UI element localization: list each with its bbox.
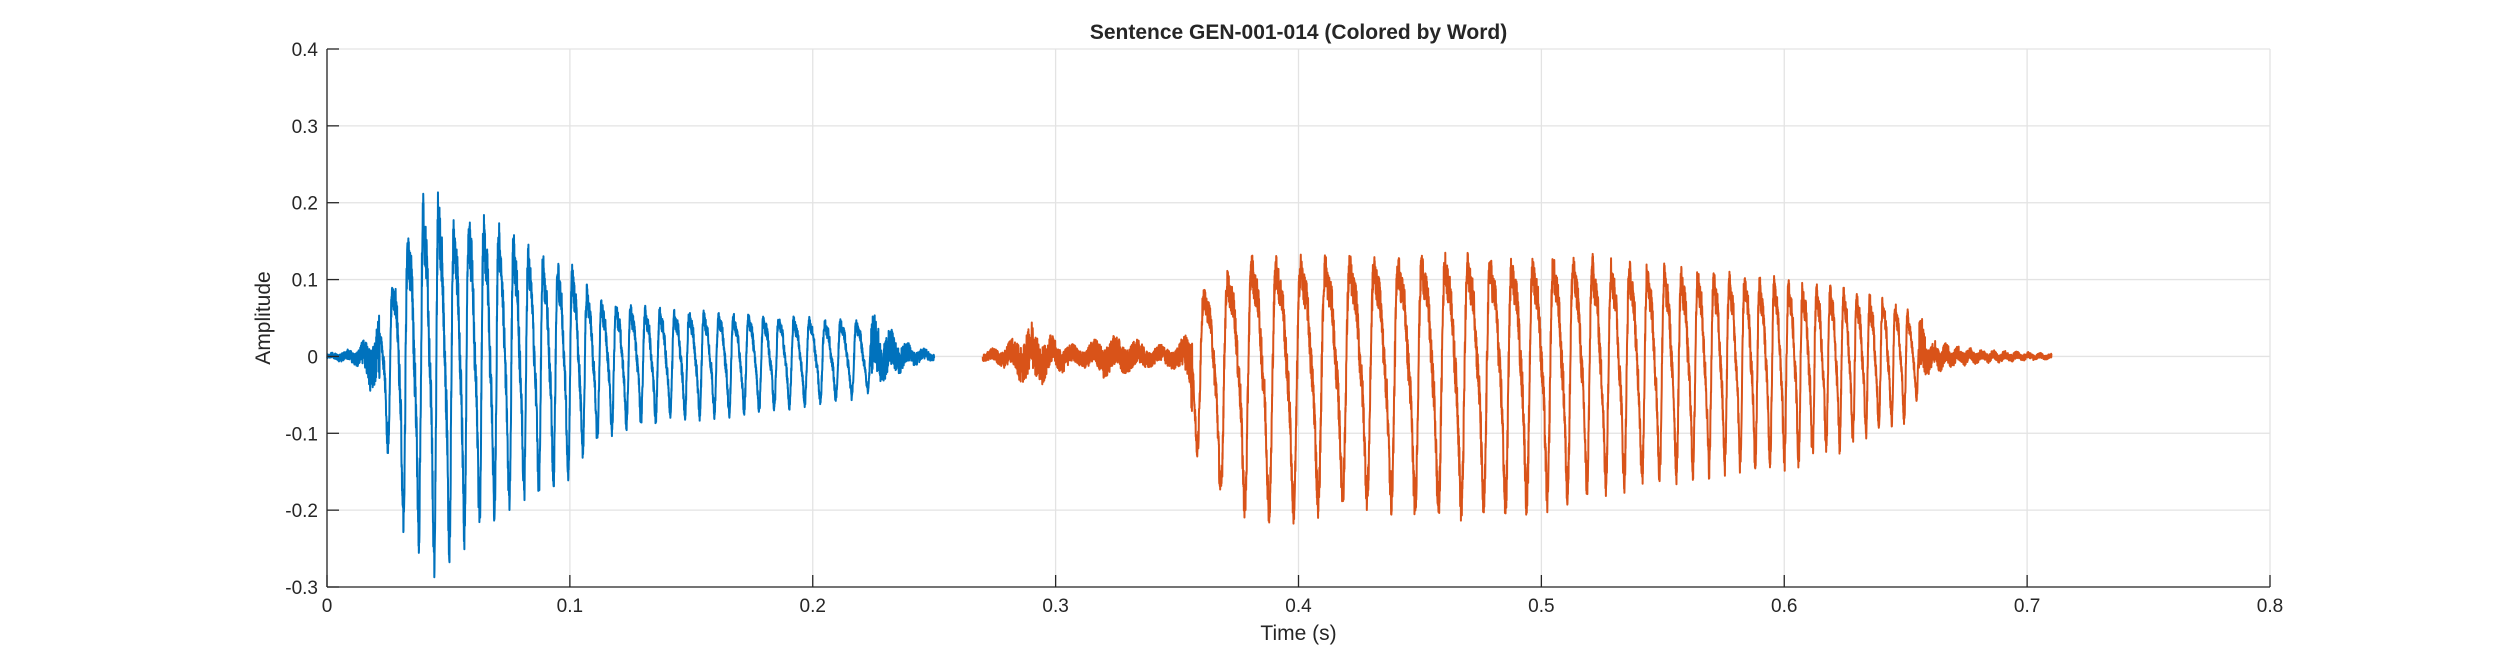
- x-tick-label: 0.8: [2257, 596, 2283, 617]
- y-tick-label: -0.2: [285, 501, 318, 522]
- axes: [326, 48, 2271, 588]
- x-tick-label: 0: [322, 596, 333, 617]
- x-tick-label: 0.6: [1771, 596, 1797, 617]
- x-tick-label: 0.5: [1528, 596, 1554, 617]
- y-tick-label: 0.3: [292, 117, 318, 138]
- y-tick-label: -0.1: [285, 424, 318, 445]
- y-tick-label: 0: [307, 347, 318, 368]
- x-tick-label: 0.2: [800, 596, 826, 617]
- chart-title: Sentence GEN-001-014 (Colored by Word): [1090, 21, 1507, 44]
- y-axis-label: Amplitude: [252, 271, 275, 364]
- tick-labels: 0 0.1 0.2 0.3 0.4 0.5 0.6 0.7 0.8 -0.3 -0.2 -0.1 0 0.…: [285, 40, 2283, 617]
- x-tick-label: 0.3: [1042, 596, 1068, 617]
- y-tick-label: 0.1: [292, 271, 318, 292]
- waveform-series-1: [326, 191, 936, 579]
- y-tick-label: -0.3: [285, 578, 318, 599]
- x-tick-label: 0.1: [557, 596, 583, 617]
- x-axis-label: Time (s): [1260, 622, 1336, 645]
- series-group: [326, 191, 2053, 579]
- x-tick-label: 0.4: [1285, 596, 1312, 617]
- x-tick-label: 0.7: [2014, 596, 2040, 617]
- waveform-series-2: [981, 251, 2053, 525]
- y-tick-label: 0.4: [292, 40, 319, 61]
- y-tick-label: 0.2: [292, 194, 318, 215]
